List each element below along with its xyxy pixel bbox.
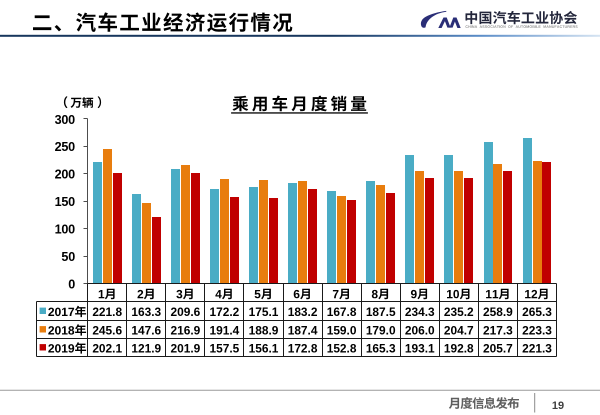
svg-text:187.5: 187.5	[366, 305, 396, 319]
svg-text:100: 100	[55, 223, 76, 237]
svg-text:121.9: 121.9	[131, 342, 161, 356]
svg-text:159.0: 159.0	[327, 324, 357, 338]
svg-text:157.5: 157.5	[210, 342, 240, 356]
svg-text:258.9: 258.9	[483, 305, 513, 319]
svg-text:192.8: 192.8	[444, 342, 474, 356]
svg-text:234.3: 234.3	[405, 305, 435, 319]
svg-text:209.6: 209.6	[171, 305, 201, 319]
svg-text:172.2: 172.2	[210, 305, 240, 319]
svg-text:265.3: 265.3	[522, 305, 552, 319]
svg-text:201.9: 201.9	[171, 342, 201, 356]
svg-text:167.8: 167.8	[327, 305, 357, 319]
svg-text:183.2: 183.2	[288, 305, 318, 319]
svg-text:163.3: 163.3	[131, 305, 161, 319]
svg-text:204.7: 204.7	[444, 324, 474, 338]
svg-text:172.8: 172.8	[288, 342, 318, 356]
svg-text:206.0: 206.0	[405, 324, 435, 338]
svg-text:19: 19	[552, 400, 564, 412]
svg-text:193.1: 193.1	[405, 342, 435, 356]
svg-text:250: 250	[55, 140, 76, 154]
svg-text:235.2: 235.2	[444, 305, 474, 319]
svg-text:202.1: 202.1	[92, 342, 122, 356]
svg-text:191.4: 191.4	[210, 324, 240, 338]
svg-text:147.6: 147.6	[131, 324, 161, 338]
svg-text:150: 150	[55, 195, 76, 209]
svg-text:223.3: 223.3	[522, 324, 552, 338]
svg-text:188.9: 188.9	[249, 324, 279, 338]
svg-text:50: 50	[61, 250, 75, 264]
svg-text:187.4: 187.4	[288, 324, 318, 338]
svg-text:152.8: 152.8	[327, 342, 357, 356]
svg-text:221.3: 221.3	[522, 342, 552, 356]
svg-text:165.3: 165.3	[366, 342, 396, 356]
svg-text:200: 200	[55, 168, 76, 182]
svg-text:216.9: 216.9	[171, 324, 201, 338]
svg-text:221.8: 221.8	[92, 305, 122, 319]
svg-text:205.7: 205.7	[483, 342, 513, 356]
svg-text:0: 0	[68, 277, 75, 291]
svg-text:179.0: 179.0	[366, 324, 396, 338]
svg-text:175.1: 175.1	[249, 305, 279, 319]
svg-text:156.1: 156.1	[249, 342, 279, 356]
svg-text:217.3: 217.3	[483, 324, 513, 338]
svg-text:300: 300	[55, 113, 76, 127]
svg-text:245.6: 245.6	[92, 324, 122, 338]
